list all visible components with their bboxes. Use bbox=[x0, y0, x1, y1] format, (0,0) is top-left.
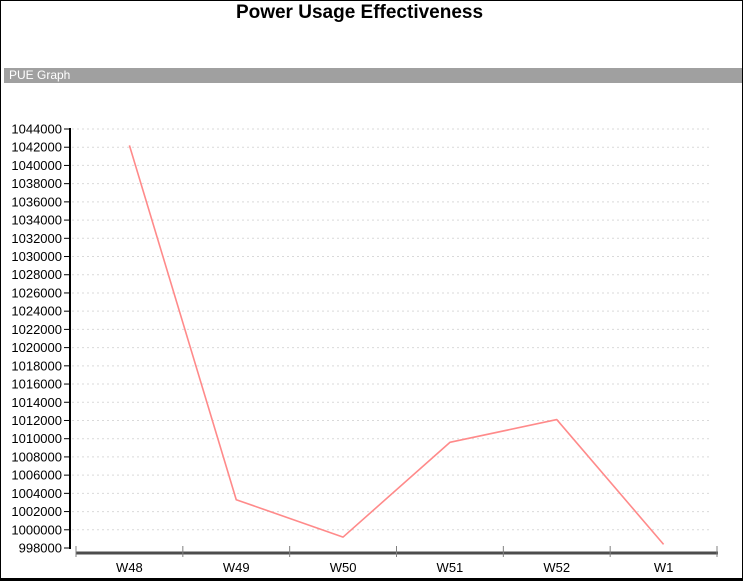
y-tick-label: 1000000 bbox=[11, 522, 62, 537]
y-tick-label: 1014000 bbox=[11, 395, 62, 410]
y-tick-label: 1040000 bbox=[11, 158, 62, 173]
y-tick-label: 1038000 bbox=[11, 176, 62, 191]
y-tick-label: 1044000 bbox=[11, 122, 62, 137]
y-tick-label: 1026000 bbox=[11, 285, 62, 300]
y-tick-label: 1028000 bbox=[11, 267, 62, 282]
y-tick-label: 1032000 bbox=[11, 231, 62, 246]
chart-title: Power Usage Effectiveness bbox=[235, 2, 484, 23]
y-tick-label: 1002000 bbox=[11, 504, 62, 519]
y-tick-label: 1022000 bbox=[11, 322, 62, 337]
y-tick-label: 1020000 bbox=[11, 340, 62, 355]
y-tick-label: 1008000 bbox=[11, 449, 62, 464]
y-tick-label: 1024000 bbox=[11, 304, 62, 319]
y-tick-label: 1042000 bbox=[11, 140, 62, 155]
y-tick-label: 1030000 bbox=[11, 249, 62, 264]
y-tick-label: 998000 bbox=[19, 541, 62, 556]
y-tick-label: 1016000 bbox=[11, 377, 62, 392]
section-header-bar: PUE Graph bbox=[4, 68, 742, 83]
x-tick-label: W1 bbox=[654, 560, 674, 575]
x-tick-label: W51 bbox=[437, 560, 464, 575]
x-tick-label: W49 bbox=[223, 560, 250, 575]
y-tick-label: 1010000 bbox=[11, 431, 62, 446]
y-tick-label: 1018000 bbox=[11, 358, 62, 373]
section-header-label: PUE Graph bbox=[9, 68, 71, 82]
y-tick-label: 1034000 bbox=[11, 213, 62, 228]
y-tick-label: 1036000 bbox=[11, 194, 62, 209]
y-tick-label: 1012000 bbox=[11, 413, 62, 428]
series-line bbox=[128, 145, 665, 545]
y-tick-label: 1004000 bbox=[11, 486, 62, 501]
x-tick-label: W50 bbox=[330, 560, 357, 575]
x-tick-label: W52 bbox=[543, 560, 570, 575]
x-tick-label: W48 bbox=[116, 560, 143, 575]
y-tick-label: 1006000 bbox=[11, 468, 62, 483]
